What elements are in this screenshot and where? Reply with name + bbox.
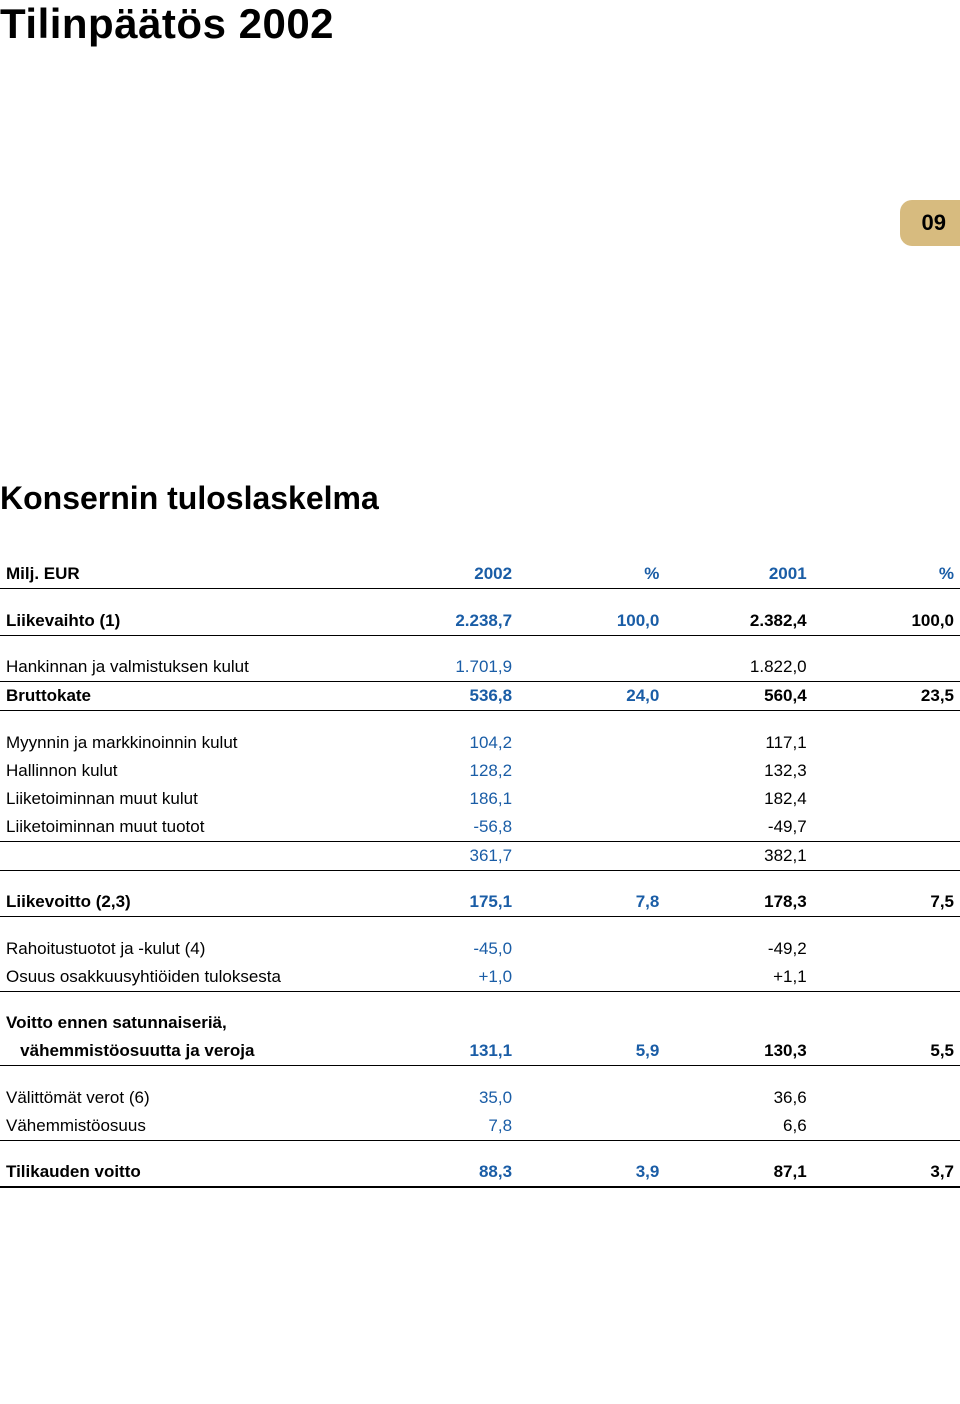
row-value xyxy=(518,963,665,992)
row-value xyxy=(371,1009,518,1037)
row-value xyxy=(813,1084,960,1112)
row-value xyxy=(813,729,960,757)
row-value: 117,1 xyxy=(665,729,812,757)
row-label: Tilikauden voitto xyxy=(0,1158,371,1187)
row-label: Osuus osakkuusyhtiöiden tuloksesta xyxy=(0,963,371,992)
row-value xyxy=(813,963,960,992)
section-title: Konsernin tuloslaskelma xyxy=(0,480,379,517)
row-value: 361,7 xyxy=(371,841,518,870)
row-value xyxy=(518,841,665,870)
row-value xyxy=(813,653,960,682)
row-value xyxy=(518,757,665,785)
row-label: Hankinnan ja valmistuksen kulut xyxy=(0,653,371,682)
row-value: 6,6 xyxy=(665,1112,812,1141)
row-value xyxy=(813,757,960,785)
row-value: 104,2 xyxy=(371,729,518,757)
row-value: +1,0 xyxy=(371,963,518,992)
row-value: -49,2 xyxy=(665,935,812,963)
row-label: Bruttokate xyxy=(0,682,371,711)
row-value: 5,5 xyxy=(813,1037,960,1066)
row-value xyxy=(518,935,665,963)
row-value: 560,4 xyxy=(665,682,812,711)
row-value: 88,3 xyxy=(371,1158,518,1187)
row-value: 2.382,4 xyxy=(665,607,812,636)
row-value: 7,5 xyxy=(813,888,960,917)
row-label: Voitto ennen satunnaiseriä, xyxy=(0,1009,371,1037)
row-value: 182,4 xyxy=(665,785,812,813)
header-col: 2002 xyxy=(371,560,518,589)
header-col: % xyxy=(518,560,665,589)
row-value: 23,5 xyxy=(813,682,960,711)
row-value xyxy=(813,1112,960,1141)
row-value xyxy=(813,1009,960,1037)
row-value: 1.822,0 xyxy=(665,653,812,682)
row-value: 5,9 xyxy=(518,1037,665,1066)
row-label: Liikevaihto (1) xyxy=(0,607,371,636)
row-label: Liiketoiminnan muut kulut xyxy=(0,785,371,813)
row-label: Hallinnon kulut xyxy=(0,757,371,785)
row-label: Välittömät verot (6) xyxy=(0,1084,371,1112)
header-label: Milj. EUR xyxy=(0,560,371,589)
page-number-badge: 09 xyxy=(900,200,960,246)
row-value: 536,8 xyxy=(371,682,518,711)
row-value: 87,1 xyxy=(665,1158,812,1187)
row-value: -56,8 xyxy=(371,813,518,842)
row-value xyxy=(813,841,960,870)
row-value: 3,9 xyxy=(518,1158,665,1187)
row-value xyxy=(518,653,665,682)
row-value xyxy=(518,785,665,813)
row-value xyxy=(813,785,960,813)
row-value: -45,0 xyxy=(371,935,518,963)
row-value: 35,0 xyxy=(371,1084,518,1112)
row-value: 3,7 xyxy=(813,1158,960,1187)
row-value: 1.701,9 xyxy=(371,653,518,682)
row-value: 131,1 xyxy=(371,1037,518,1066)
row-value: 100,0 xyxy=(518,607,665,636)
row-value: 2.238,7 xyxy=(371,607,518,636)
header-col: 2001 xyxy=(665,560,812,589)
row-value: 132,3 xyxy=(665,757,812,785)
row-label: Myynnin ja markkinoinnin kulut xyxy=(0,729,371,757)
row-value: 36,6 xyxy=(665,1084,812,1112)
row-label: Vähemmistöosuus xyxy=(0,1112,371,1141)
row-value: 130,3 xyxy=(665,1037,812,1066)
row-value: 128,2 xyxy=(371,757,518,785)
row-value: 382,1 xyxy=(665,841,812,870)
page-title: Tilinpäätös 2002 xyxy=(0,0,334,48)
row-label: Rahoitustuotot ja -kulut (4) xyxy=(0,935,371,963)
row-value xyxy=(518,1009,665,1037)
row-value xyxy=(813,813,960,842)
row-value xyxy=(665,1009,812,1037)
row-value xyxy=(518,1112,665,1141)
row-value: -49,7 xyxy=(665,813,812,842)
row-value: +1,1 xyxy=(665,963,812,992)
row-value: 7,8 xyxy=(518,888,665,917)
row-label: Liikevoitto (2,3) xyxy=(0,888,371,917)
row-value: 24,0 xyxy=(518,682,665,711)
row-value: 186,1 xyxy=(371,785,518,813)
row-label: Liiketoiminnan muut tuotot xyxy=(0,813,371,842)
header-col: % xyxy=(813,560,960,589)
row-value: 175,1 xyxy=(371,888,518,917)
row-label: vähemmistöosuutta ja veroja xyxy=(0,1037,371,1066)
income-statement-table: Milj. EUR2002%2001% Liikevaihto (1)2.238,… xyxy=(0,560,960,1188)
row-value: 7,8 xyxy=(371,1112,518,1141)
row-value xyxy=(518,813,665,842)
row-value: 100,0 xyxy=(813,607,960,636)
row-value xyxy=(813,935,960,963)
row-value xyxy=(518,729,665,757)
row-value xyxy=(518,1084,665,1112)
row-value: 178,3 xyxy=(665,888,812,917)
row-label xyxy=(0,841,371,870)
